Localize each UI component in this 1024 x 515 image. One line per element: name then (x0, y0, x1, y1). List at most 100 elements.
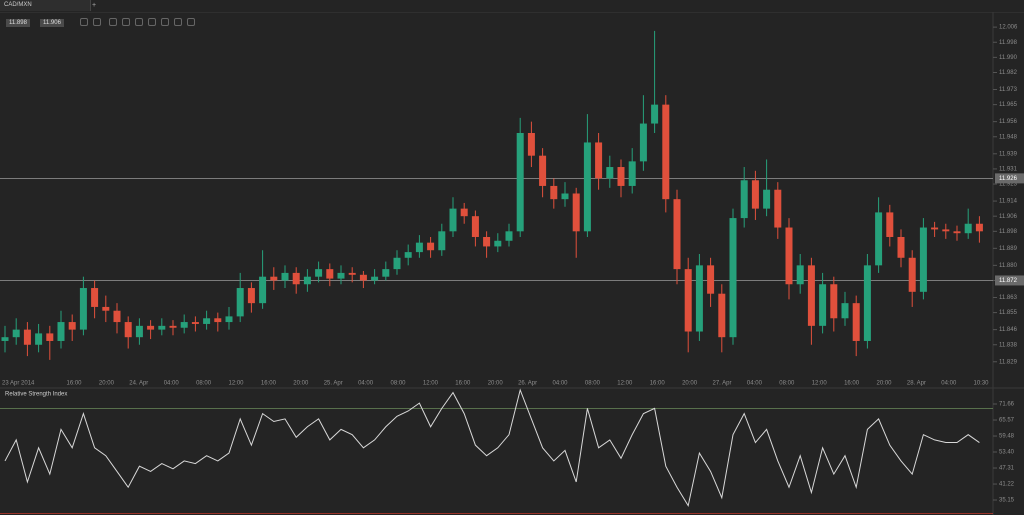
candle-body (124, 322, 132, 338)
candle-body (505, 231, 513, 241)
tool[interactable] (109, 18, 117, 26)
candle-body (12, 329, 20, 338)
tool[interactable] (122, 18, 130, 26)
y-tick-label: 11.956 (999, 119, 1018, 125)
tool[interactable] (161, 18, 169, 26)
candle-body (796, 265, 804, 285)
candle-body (953, 231, 961, 234)
y-tick-label: 11.982 (999, 70, 1018, 76)
x-tick-label: 12:00 (228, 381, 244, 387)
candle-body (886, 212, 894, 237)
candle-body (852, 303, 860, 341)
candle-body (169, 325, 177, 328)
tool[interactable] (135, 18, 143, 26)
rsi-title: Relative Strength Index (5, 392, 67, 398)
candle-body (751, 180, 759, 209)
zoom-in[interactable] (80, 18, 88, 26)
candle-body (527, 133, 535, 156)
x-tick-label: 20:00 (876, 381, 892, 387)
candle-body (740, 180, 748, 219)
candle-body (46, 333, 54, 341)
candle-body (595, 142, 603, 179)
x-tick-label: 08:00 (779, 381, 795, 387)
candle-body (236, 288, 244, 317)
x-tick-label: 04:00 (552, 381, 568, 387)
candle-body (662, 104, 670, 200)
candle-body (214, 318, 222, 323)
candle-body (539, 155, 547, 186)
x-tick-label: 04:00 (164, 381, 180, 387)
candle-body (326, 269, 334, 279)
candle-body (292, 272, 300, 285)
rsi-y-tick-label: 71.66 (999, 402, 1015, 408)
candle-body (830, 284, 838, 319)
level-label-bg (995, 275, 1024, 286)
y-tick-label: 11.846 (999, 327, 1018, 333)
y-tick-label: 11.931 (999, 167, 1018, 173)
x-tick-label: 16:00 (844, 381, 860, 387)
candle-body (931, 227, 939, 230)
candle-body (908, 257, 916, 292)
candle-body (147, 325, 155, 330)
candle-body (673, 199, 681, 270)
x-tick-label: 20:00 (682, 381, 698, 387)
tool[interactable] (174, 18, 182, 26)
candle-body (449, 208, 457, 232)
candle-body (763, 189, 771, 209)
add-tab[interactable]: + (92, 2, 97, 9)
candle-body (942, 229, 950, 232)
candle-body (774, 189, 782, 228)
candle-body (483, 236, 491, 247)
y-tick-label: 11.948 (999, 134, 1018, 140)
y-tick-label: 11.838 (999, 342, 1018, 348)
level-label: 11.926 (999, 176, 1018, 182)
candle-body (23, 329, 31, 345)
y-tick-label: 11.855 (999, 310, 1018, 316)
candle-body (639, 123, 647, 162)
x-tick-label: 20:00 (99, 381, 115, 387)
candle-body (628, 161, 636, 186)
candle-body (785, 227, 793, 285)
rsi-y-tick-label: 41.22 (999, 482, 1015, 488)
candle-body (303, 276, 311, 285)
symbol-tab[interactable]: CAD/MXN (0, 0, 91, 11)
candle-body (438, 231, 446, 251)
candle-body (897, 236, 905, 258)
zoom-out[interactable] (93, 18, 101, 26)
candle-body (225, 316, 233, 323)
candle-body (1, 337, 9, 341)
candle-body (191, 322, 199, 324)
candle-body (572, 193, 580, 232)
y-tick-label: 11.998 (999, 40, 1018, 46)
tool[interactable] (148, 18, 156, 26)
candle-body (113, 310, 121, 323)
candle-body (91, 288, 99, 307)
candle-body (315, 269, 323, 277)
chart: Relative Strength Index 12.006 11.998 11.9… (0, 12, 1024, 515)
candle-body (550, 185, 558, 200)
x-tick-label: 12:00 (617, 381, 633, 387)
candle-body (348, 272, 356, 275)
candle-body (964, 223, 972, 234)
x-tick-label: 20:00 (293, 381, 309, 387)
candle-body (135, 325, 143, 338)
candle-body (281, 272, 289, 281)
ask-price: 11.906 (40, 19, 64, 27)
x-tick-label: 08:00 (196, 381, 212, 387)
x-tick-label: 12:00 (423, 381, 439, 387)
x-tick-label: 16:00 (261, 381, 277, 387)
x-tick-label: 16:00 (650, 381, 666, 387)
candle-body (807, 265, 815, 326)
bid-price: 11.898 (6, 19, 30, 27)
tool[interactable] (187, 18, 195, 26)
x-tick-label: 08:00 (390, 381, 406, 387)
x-tick-label: 27. Apr (712, 381, 731, 387)
candle-body (863, 265, 871, 341)
candle-body (102, 306, 110, 311)
candle-body (695, 265, 703, 332)
x-tick-label: 04:00 (941, 381, 957, 387)
candle-body (158, 325, 166, 330)
candle-body (404, 252, 412, 258)
candle-body (494, 240, 502, 247)
y-tick-label: 11.939 (999, 151, 1018, 157)
